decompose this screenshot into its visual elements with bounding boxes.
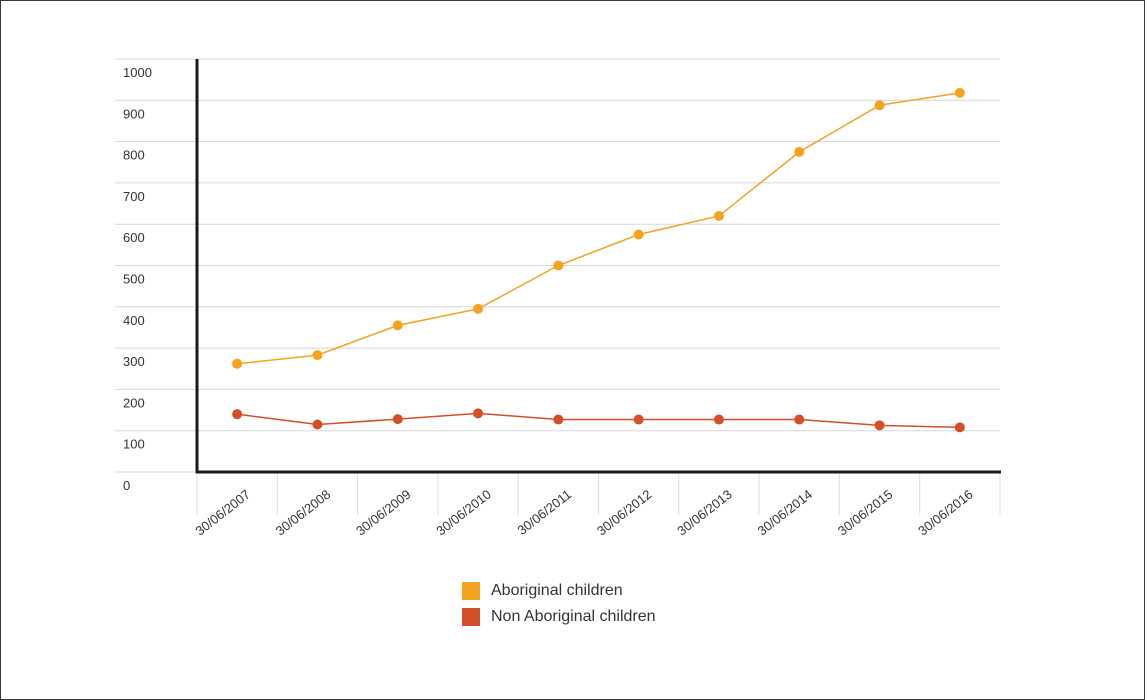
data-point: [713, 414, 724, 425]
data-point: [312, 350, 323, 361]
data-point: [553, 260, 564, 271]
data-point: [553, 414, 564, 425]
x-tick-label: 30/06/2014: [755, 487, 816, 539]
legend-item-aboriginal: Aboriginal children: [462, 578, 656, 604]
data-point: [473, 303, 484, 314]
legend-swatch-non-aboriginal: [462, 608, 480, 626]
x-tick-label: 30/06/2013: [674, 487, 735, 539]
y-tick-label: 0: [123, 478, 130, 493]
data-point: [794, 146, 805, 157]
y-tick-label: 800: [123, 148, 145, 163]
data-point: [874, 420, 885, 431]
x-tick-label: 30/06/2009: [353, 487, 414, 539]
x-tick-label: 30/06/2015: [835, 487, 896, 539]
y-tick-label: 1000: [123, 65, 152, 80]
y-tick-label: 500: [123, 272, 145, 287]
data-point: [633, 414, 644, 425]
y-tick-label: 200: [123, 395, 145, 410]
data-point: [633, 229, 644, 240]
data-point: [874, 100, 885, 111]
x-tick-label: 30/06/2008: [273, 487, 334, 539]
series-line-1: [237, 412, 960, 429]
data-point: [392, 414, 403, 425]
y-tick-label: 400: [123, 313, 145, 328]
legend-item-non-aboriginal: Non Aboriginal children: [462, 604, 656, 630]
x-tick-label: 30/06/2007: [192, 487, 253, 539]
data-point: [392, 320, 403, 331]
legend-swatch-aboriginal: [462, 582, 480, 600]
data-point: [232, 409, 243, 420]
data-point: [473, 408, 484, 419]
y-tick-label: 600: [123, 230, 145, 245]
data-point: [794, 414, 805, 425]
line-chart: 0 100 200 300 400 500 600 700 800 900 1000 30/06/20…: [115, 58, 1001, 539]
data-point: [713, 210, 724, 221]
x-tick-label: 30/06/2012: [594, 487, 655, 539]
data-point: [232, 358, 243, 369]
x-tick-label: 30/06/2010: [433, 487, 494, 539]
legend: Aboriginal children Non Aboriginal child…: [462, 578, 656, 630]
legend-label-aboriginal: Aboriginal children: [491, 582, 623, 599]
x-tick-label: 30/06/2016: [915, 487, 976, 539]
data-point: [954, 87, 965, 98]
y-tick-label: 300: [123, 354, 145, 369]
x-tick-label: 30/06/2011: [514, 487, 574, 538]
y-tick-label: 900: [123, 106, 145, 121]
data-point: [954, 422, 965, 433]
legend-label-non-aboriginal: Non Aboriginal children: [491, 608, 656, 625]
data-point: [312, 419, 323, 430]
y-tick-label: 100: [123, 437, 145, 452]
y-tick-label: 700: [123, 189, 145, 204]
series-line-0: [237, 92, 960, 365]
